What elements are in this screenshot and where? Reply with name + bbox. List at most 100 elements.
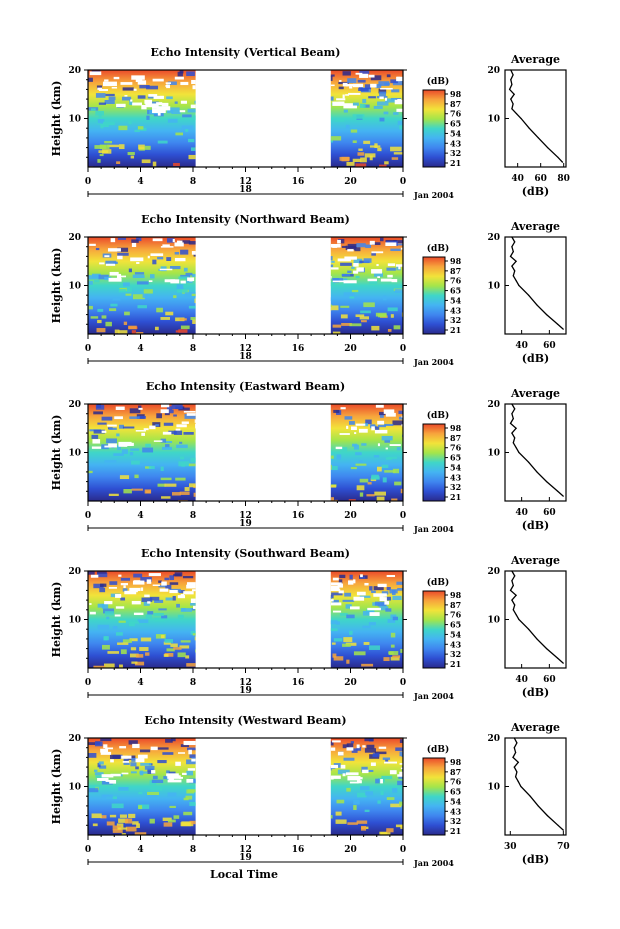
heatmap-cell: [242, 816, 254, 819]
heatmap-cell: [324, 100, 329, 104]
heatmap-cell: [287, 153, 296, 156]
profile-x-tick-label: 70: [557, 842, 570, 852]
heatmap-cell: [271, 270, 279, 276]
heatmap-cell: [176, 444, 188, 449]
profile-point: [562, 495, 564, 497]
heatmap-cell: [291, 410, 298, 413]
heatmap-cell: [309, 95, 314, 98]
heatmap-cell: [140, 637, 152, 642]
missing-data-gap: [261, 583, 276, 587]
heatmap-cell: [371, 590, 376, 593]
missing-data-gap: [375, 404, 384, 408]
missing-data-gap: [320, 261, 332, 263]
heatmap-cell: [390, 614, 397, 619]
missing-data-gap: [181, 421, 189, 424]
y-tick-label: 20: [68, 567, 81, 577]
heatmap-cell: [310, 417, 320, 421]
heatmap-cell: [382, 477, 387, 483]
missing-data-gap: [136, 262, 140, 264]
heatmap-cell: [198, 405, 207, 408]
heatmap-cell: [139, 771, 148, 774]
heatmap-cell: [148, 465, 155, 469]
heatmap-cell: [103, 663, 115, 668]
heatmap-cell: [321, 268, 325, 273]
heatmap-cell: [349, 574, 353, 580]
heatmap-cell: [208, 280, 215, 284]
heatmap-cell: [220, 247, 231, 252]
missing-data-gap: [287, 77, 291, 83]
heatmap-cell: [361, 766, 368, 770]
heatmap-cell: [103, 636, 109, 641]
missing-data-gap: [326, 588, 341, 592]
profile-point: [557, 323, 559, 325]
profile-y-tick-label: 20: [487, 400, 500, 410]
missing-data-gap: [327, 602, 342, 606]
heatmap-cell: [187, 747, 198, 751]
heatmap-cell: [376, 466, 382, 472]
heatmap-cell: [116, 161, 121, 164]
missing-data-gap: [384, 97, 387, 101]
missing-data-gap: [285, 94, 290, 97]
missing-data-gap: [135, 758, 145, 763]
missing-data-gap: [225, 781, 238, 784]
heatmap-cell: [95, 247, 100, 251]
heatmap-cell: [89, 785, 102, 788]
heatmap-cell: [116, 433, 120, 437]
heatmap-cell: [335, 811, 342, 816]
heatmap-cell: [305, 436, 313, 442]
colorbar-tick-label: 87: [450, 433, 461, 443]
heatmap-cell: [97, 308, 104, 312]
heatmap-cell: [136, 332, 144, 334]
heatmap-cell: [350, 129, 358, 133]
heatmap-cell: [347, 243, 357, 249]
missing-data-gap: [189, 277, 193, 282]
heatmap-cell: [104, 100, 115, 104]
heatmap-cell: [130, 771, 137, 774]
heatmap-cell: [276, 404, 286, 408]
heatmap-cell: [302, 781, 310, 786]
profile-point: [511, 413, 513, 415]
heatmap-cell: [302, 829, 310, 834]
heatmap-cell: [309, 756, 319, 761]
heatmap-cell: [185, 272, 193, 276]
heatmap-cell: [261, 323, 269, 328]
heatmap-cell: [318, 753, 323, 757]
heatmap-cell: [380, 832, 391, 835]
profile-point: [520, 785, 522, 788]
missing-data-gap: [186, 584, 198, 589]
colorbar-tick-label: 54: [450, 128, 462, 138]
heatmap-cell: [129, 100, 133, 105]
heatmap-cell: [94, 769, 98, 772]
heatmap-cell: [200, 159, 212, 164]
heatmap-cell: [245, 795, 252, 800]
missing-data-gap: [109, 271, 119, 276]
missing-data-gap: [307, 257, 310, 260]
missing-data-gap: [247, 440, 251, 443]
heatmap-cell: [307, 268, 318, 271]
heatmap-cell: [168, 107, 180, 112]
colorbar-tick-label: 43: [450, 138, 462, 148]
heatmap-cell: [286, 163, 292, 167]
heatmap-cell: [302, 572, 307, 577]
heatmap-cell: [296, 465, 302, 469]
missing-data-gap: [364, 582, 369, 586]
heatmap-cell: [129, 653, 139, 658]
heatmap-cell: [398, 776, 403, 779]
heatmap-cell: [392, 81, 403, 86]
colorbar-tick-label: 76: [450, 443, 462, 453]
heatmap-cell: [284, 278, 292, 282]
heatmap-cell: [351, 748, 358, 753]
missing-data-gap: [165, 82, 171, 84]
missing-data-gap: [161, 102, 169, 107]
heatmap-cell: [145, 652, 150, 656]
heatmap-cell: [151, 779, 164, 784]
heatmap-cell: [207, 617, 215, 623]
heatmap-cell: [216, 492, 226, 498]
missing-data-gap: [266, 445, 275, 450]
colorbar-tick-label: 43: [450, 472, 462, 482]
heatmap-cell: [336, 621, 340, 625]
missing-data-gap: [322, 428, 331, 433]
heatmap-cell: [167, 819, 176, 823]
heatmap-cell: [93, 583, 104, 589]
missing-data-gap: [356, 267, 364, 272]
